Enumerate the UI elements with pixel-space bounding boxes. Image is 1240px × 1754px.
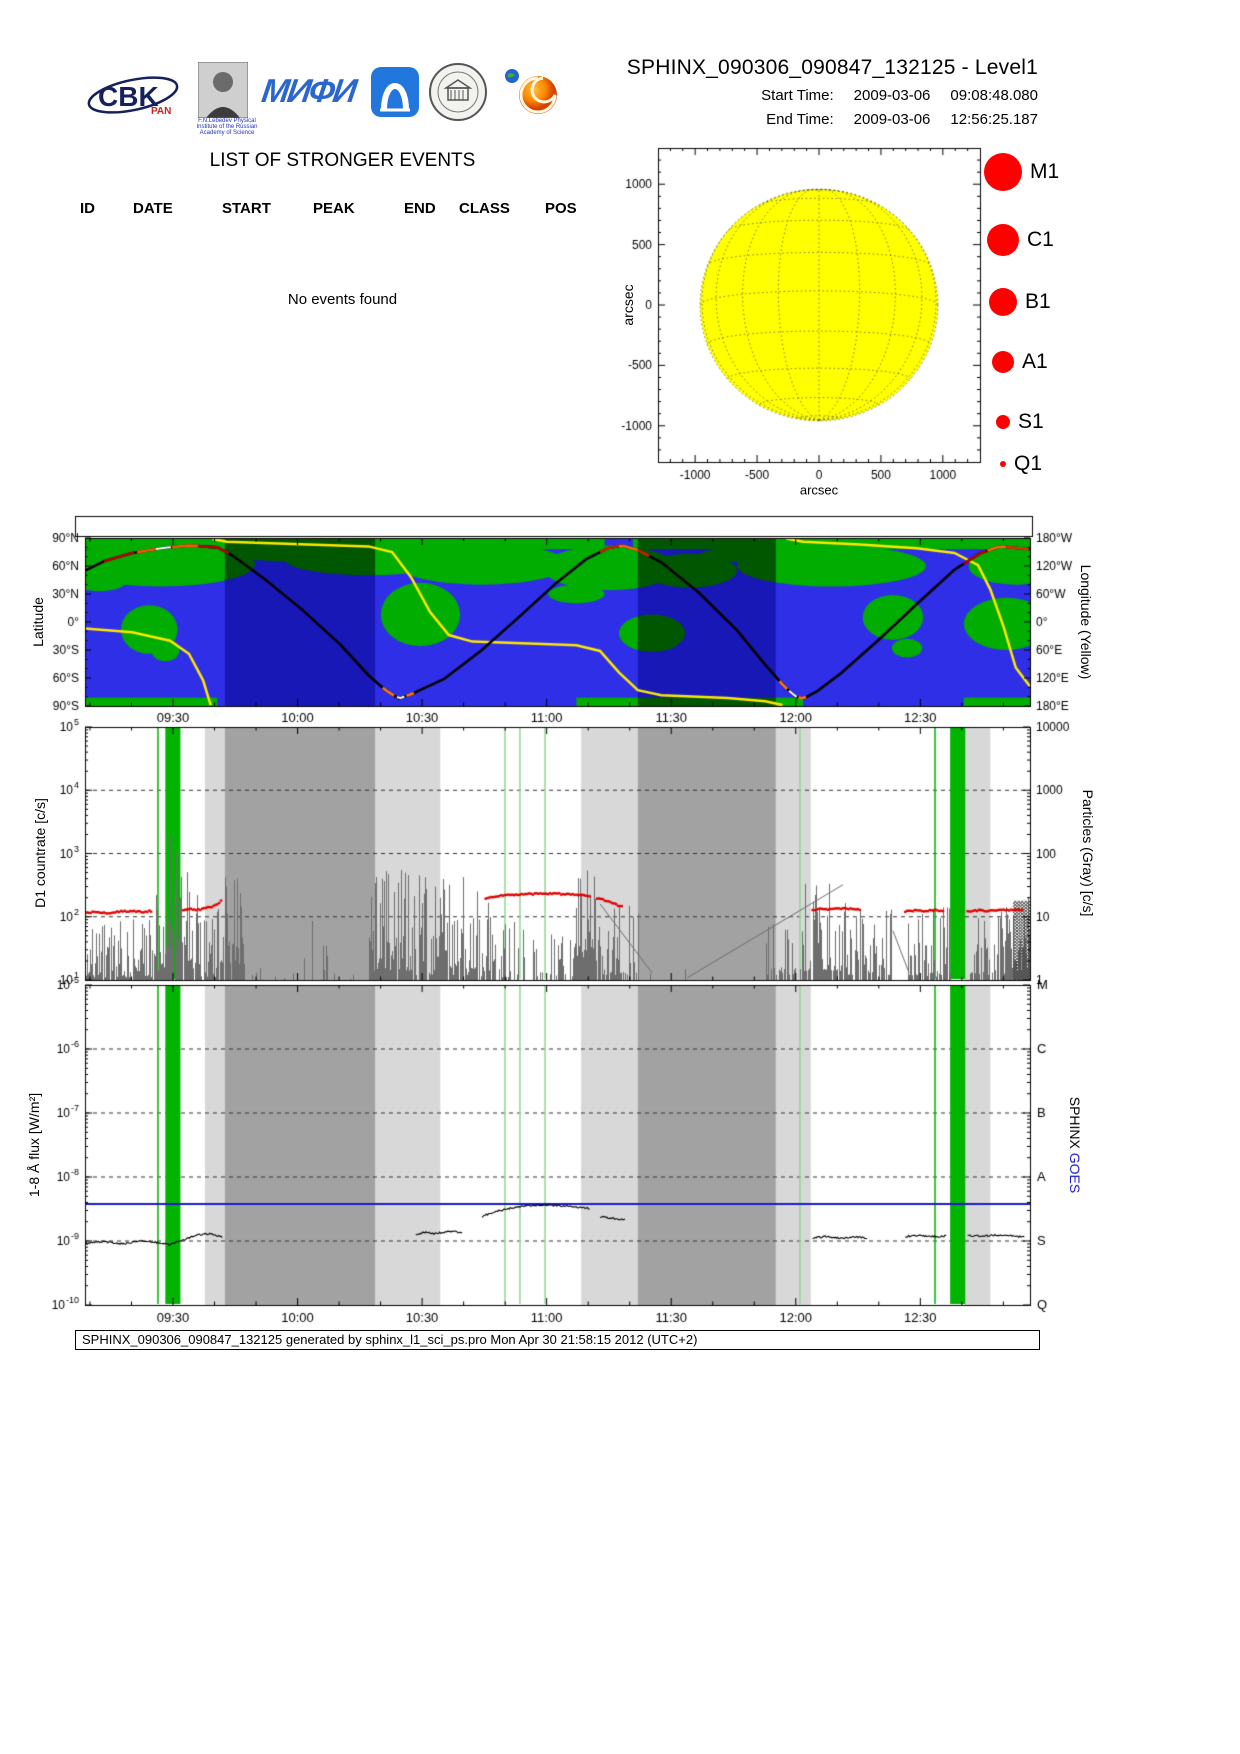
events-heading: LIST OF STRONGER EVENTS (209, 150, 476, 171)
lebedev-portrait-graphic (197, 61, 249, 119)
end-time-label: End Time: (766, 111, 834, 128)
end-time-value: 12:56:25.187 (950, 111, 1038, 128)
lebedev-portrait-logo (197, 61, 249, 123)
sun-disk-plot (658, 148, 980, 462)
cbk-logo-subtext: PAN (151, 106, 171, 117)
legend-label-q1: Q1 (1014, 452, 1043, 475)
flare-size-dot-q1 (1000, 461, 1006, 467)
goes-label: GOES (1067, 1152, 1083, 1194)
sphinx-goes-label: SPHINX GOES (1067, 1097, 1083, 1193)
events-col-end: END (404, 200, 436, 217)
arch-logo (370, 66, 420, 123)
particles-ylabel: Particles (Gray) [c/s] (1080, 789, 1096, 917)
legend-item-b1: B1 (983, 288, 1051, 316)
flux-ylabel: 1-8 Å flux [W/m²] (26, 1092, 42, 1198)
sun-xlabel: arcsec (799, 482, 839, 498)
legend-item-q1: Q1 (983, 452, 1042, 476)
cbk-logo: CBK PAN (85, 68, 181, 127)
flare-size-legend: M1 C1 B1 A1 S1 Q1 (983, 150, 1133, 490)
footer-text: SPHINX_090306_090847_132125 generated by… (82, 1332, 698, 1347)
start-time-value: 09:08:48.080 (950, 87, 1038, 104)
events-col-date: DATE (133, 200, 173, 217)
start-time-label: Start Time: (761, 87, 834, 104)
flare-size-dot-c1 (987, 224, 1019, 256)
legend-item-a1: A1 (983, 350, 1048, 374)
end-time-row: End Time: 2009-03-06 12:56:25.187 (560, 111, 1038, 128)
footer-box: SPHINX_090306_090847_132125 generated by… (75, 1330, 1040, 1350)
events-col-class: CLASS (459, 200, 510, 217)
seal-logo (428, 62, 488, 127)
cbk-logo-graphic: CBK PAN (87, 76, 179, 117)
ground-track-panel (85, 538, 1030, 706)
start-time-row: Start Time: 2009-03-06 09:08:48.080 (560, 87, 1038, 104)
map-ylabel-left: Latitude (30, 597, 46, 647)
events-column-headers: ID DATE START PEAK END CLASS POS (0, 200, 660, 220)
events-col-peak: PEAK (313, 200, 355, 217)
flare-size-dot-s1 (996, 415, 1010, 429)
comet-logo-graphic (505, 69, 557, 114)
flare-size-dot-m1 (984, 153, 1022, 191)
events-empty-message: No events found (287, 291, 398, 308)
events-col-id: ID (80, 200, 95, 217)
sphinx-label: SPHINX (1067, 1096, 1083, 1149)
legend-label-b1: B1 (1025, 290, 1051, 313)
countrate-panel (85, 727, 1030, 980)
lebedev-caption: F.N.Lebedev Physical Institute of the Ru… (196, 118, 258, 136)
strip-box (75, 516, 1032, 536)
map-ylabel-right: Longitude (Yellow) (1078, 564, 1094, 680)
start-time-date: 2009-03-06 (853, 87, 931, 104)
legend-label-c1: C1 (1027, 228, 1054, 251)
legend-item-c1: C1 (983, 224, 1054, 256)
legend-label-a1: A1 (1022, 350, 1048, 373)
sun-ylabel: arcsec (620, 284, 636, 326)
events-col-pos: POS (545, 200, 577, 217)
legend-item-s1: S1 (983, 410, 1044, 434)
comet-logo (500, 66, 564, 123)
report-title: SPHINX_090306_090847_132125 - Level1 (626, 56, 1038, 79)
mephi-logo: МИФИ (259, 72, 358, 109)
seal-logo-graphic (429, 63, 487, 121)
cbk-logo-text: CBK (98, 81, 159, 112)
end-time-date: 2009-03-06 (853, 111, 931, 128)
legend-label-m1: M1 (1030, 160, 1060, 183)
flare-size-dot-a1 (992, 351, 1014, 373)
countrate-ylabel: D1 countrate [c/s] (32, 798, 48, 908)
legend-label-s1: S1 (1018, 410, 1044, 433)
events-col-start: START (222, 200, 271, 217)
flux-panel (85, 985, 1030, 1305)
header-title-block: SPHINX_090306_090847_132125 - Level1 Sta… (560, 56, 1038, 128)
flare-size-dot-b1 (989, 288, 1017, 316)
legend-item-m1: M1 (983, 153, 1059, 191)
arch-logo-graphic (371, 67, 419, 117)
